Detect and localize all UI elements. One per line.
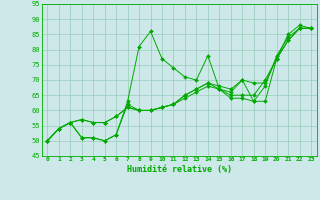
- X-axis label: Humidité relative (%): Humidité relative (%): [127, 165, 232, 174]
